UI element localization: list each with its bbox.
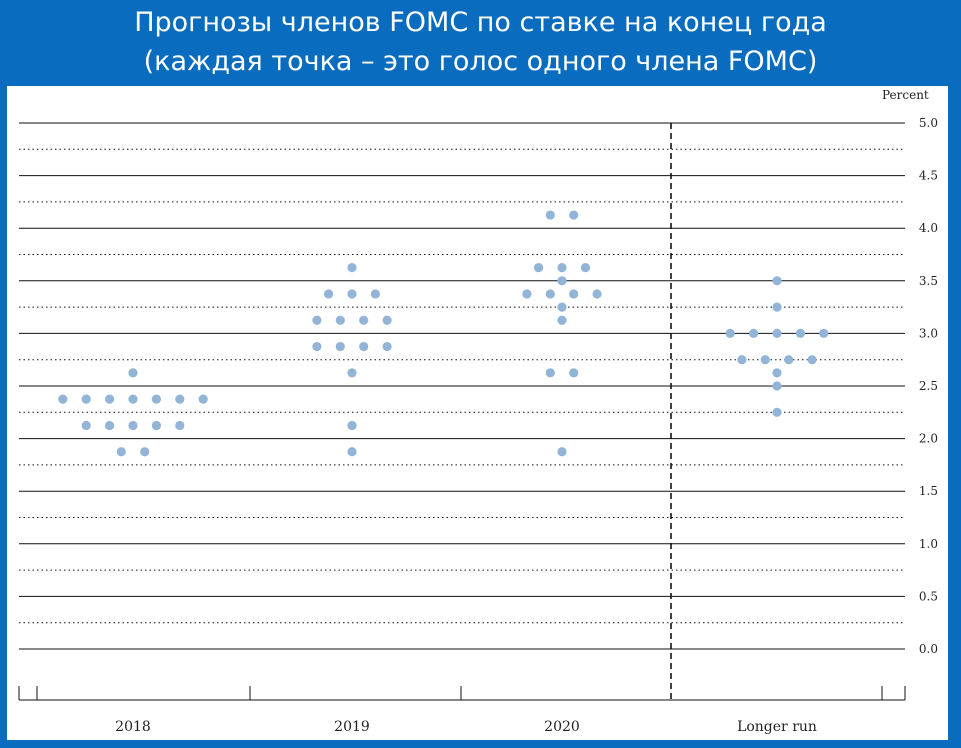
participant-dot	[784, 355, 794, 365]
participant-dot	[772, 302, 782, 312]
participant-dot	[569, 368, 579, 378]
participant-dot	[522, 289, 532, 299]
participant-dot	[382, 341, 392, 352]
participant-dot	[151, 420, 161, 431]
participant-dot	[58, 394, 68, 404]
participant-dot	[359, 315, 369, 325]
participant-dot	[580, 263, 591, 273]
x-category-label: 2018	[115, 719, 151, 735]
participant-dot	[347, 289, 357, 299]
y-tick-label: 2.5	[919, 379, 938, 393]
participant-dot	[128, 420, 138, 431]
participant-dot	[569, 210, 579, 220]
participant-dot	[557, 302, 567, 312]
participant-dot	[807, 355, 817, 365]
y-tick-label: 4.0	[919, 221, 938, 235]
participant-dot	[557, 447, 567, 457]
participant-dot	[175, 394, 185, 404]
x-category-label: 2020	[544, 719, 580, 735]
participant-dot	[140, 447, 150, 457]
participant-dot	[569, 289, 579, 299]
dot-plot: Percent 0.0 0.5 1.0 1.5 2.0 2.5 3.0 3.5 4.0 4.5 5.…	[18, 88, 938, 735]
participant-dot	[795, 328, 806, 338]
participant-dot	[105, 420, 115, 431]
participant-dot	[772, 381, 782, 391]
participant-dot	[772, 407, 782, 417]
participant-dot	[312, 315, 322, 325]
participant-dot	[370, 289, 380, 299]
participant-dot	[105, 394, 115, 404]
participant-dot	[545, 289, 555, 299]
participant-dot	[116, 447, 126, 457]
participant-dot	[359, 341, 369, 352]
y-tick-label: 0.5	[919, 589, 938, 603]
y-tick-label: 1.0	[919, 537, 938, 551]
participant-dot	[335, 315, 345, 325]
y-axis-label: Percent	[882, 88, 929, 102]
y-tick-label: 3.0	[919, 326, 938, 340]
participant-dot	[175, 420, 185, 431]
participant-dot	[557, 276, 567, 286]
participant-dot	[557, 263, 567, 273]
participant-dot	[592, 289, 602, 299]
participant-dot	[81, 420, 91, 431]
y-tick-label: 3.5	[919, 274, 938, 288]
participant-dot	[772, 328, 782, 338]
y-tick-label: 1.5	[919, 484, 938, 498]
participant-dot	[760, 355, 770, 365]
x-category-label: 2019	[334, 719, 370, 735]
participant-dot	[347, 263, 357, 273]
participant-dot	[534, 263, 544, 273]
chart-subtitle: (каждая точка – это голос одного члена F…	[143, 46, 818, 77]
participant-dot	[81, 394, 91, 404]
participant-dot	[312, 341, 322, 352]
x-category-label: Longer run	[737, 719, 817, 735]
participant-dot	[151, 394, 161, 404]
y-tick-label: 2.0	[919, 432, 938, 446]
participant-dot	[725, 328, 735, 338]
participant-dot	[382, 315, 392, 325]
participant-dot	[819, 328, 829, 338]
chart-panel: Percent 0.0 0.5 1.0 1.5 2.0 2.5 3.0 3.5 4.0 4.5 5.…	[7, 86, 948, 740]
participant-dot	[557, 315, 567, 325]
participant-dot	[545, 210, 555, 220]
y-tick-label: 4.5	[919, 169, 938, 183]
chart-title: Прогнозы членов FOMC по ставке на конец …	[134, 7, 827, 38]
title-banner: Прогнозы членов FOMC по ставке на конец …	[0, 0, 961, 86]
participant-dot	[128, 368, 138, 378]
participant-dot	[347, 368, 357, 378]
participant-dot	[737, 355, 747, 365]
participant-dot	[545, 368, 555, 378]
participant-dot	[749, 328, 759, 338]
participant-dot	[347, 420, 357, 431]
participant-dot	[772, 276, 782, 286]
participant-dot	[324, 289, 334, 299]
participant-dot	[198, 394, 208, 404]
participant-dot	[772, 368, 782, 378]
y-tick-label: 5.0	[919, 116, 938, 130]
participant-dot	[128, 394, 138, 404]
y-tick-label: 0.0	[919, 642, 938, 656]
participant-dot	[347, 447, 357, 457]
participant-dot	[335, 341, 345, 352]
